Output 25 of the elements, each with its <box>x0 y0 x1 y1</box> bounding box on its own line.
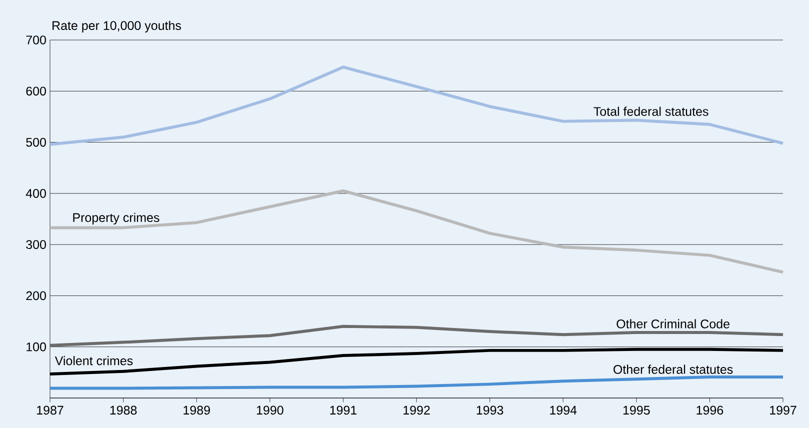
series-label: Violent crimes <box>54 356 133 366</box>
x-tick-label: 1994 <box>550 406 577 415</box>
y-tick-label: 100 <box>26 342 46 352</box>
x-tick-label: 1989 <box>184 406 210 415</box>
x-tick-label: 1992 <box>404 406 430 415</box>
y-tick-label: 400 <box>26 189 46 198</box>
y-tick-label: 500 <box>26 138 46 147</box>
x-tick-label: 1991 <box>330 406 356 415</box>
y-tick-label: 200 <box>26 291 46 300</box>
y-tick-label: 300 <box>26 240 46 249</box>
series-label: Other federal statutes <box>614 364 733 374</box>
x-tick-label: 1988 <box>110 406 137 415</box>
x-tick-label: 1995 <box>623 406 650 415</box>
y-axis-title: Rate per 10,000 youths <box>52 20 181 32</box>
line-series <box>48 66 785 146</box>
x-tick-label: 1987 <box>37 406 64 415</box>
y-tick-label: 600 <box>26 86 46 96</box>
y-tick-label: 700 <box>26 36 46 44</box>
series-label: Property crimes <box>73 212 160 224</box>
x-tick-label: 1997 <box>770 406 796 415</box>
x-tick-label: 1993 <box>476 406 504 415</box>
x-tick-label: 1996 <box>696 406 724 415</box>
series-label: Other Criminal Code <box>616 319 730 328</box>
x-tick-label: 1990 <box>256 406 284 415</box>
series-label: Total federal statutes <box>594 106 708 116</box>
